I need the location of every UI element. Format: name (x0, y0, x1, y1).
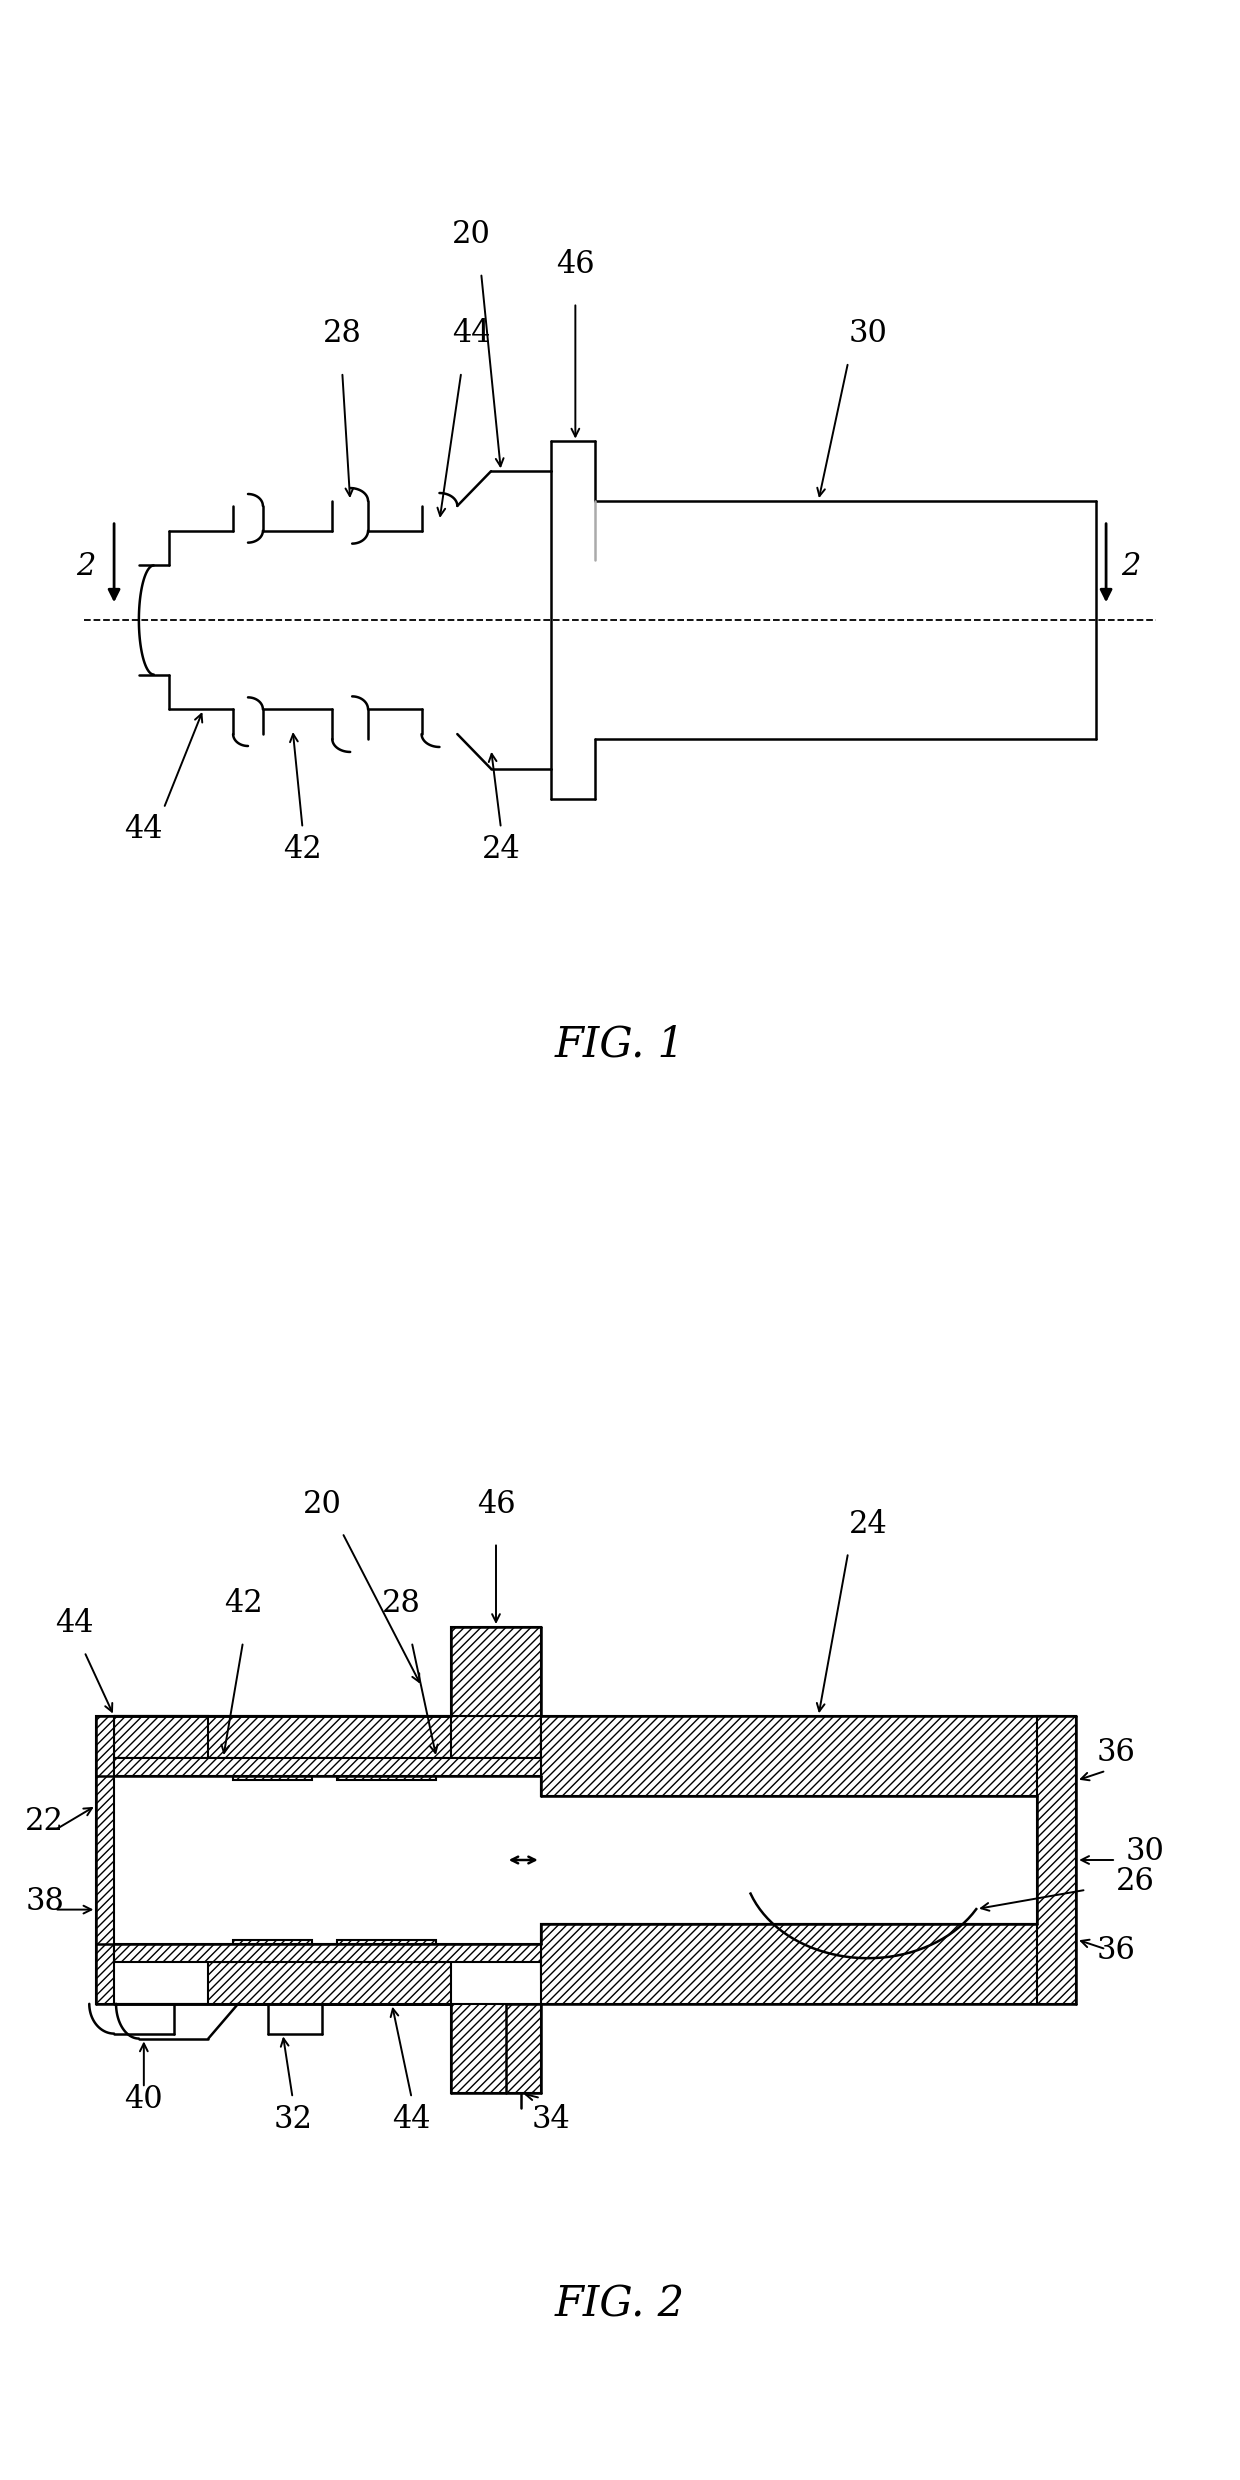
Bar (541, 1741, 1066, 1796)
Text: 30: 30 (848, 317, 888, 350)
Text: 22: 22 (25, 1805, 64, 1838)
Text: 36: 36 (1096, 1934, 1136, 1967)
Bar (451, 1627, 541, 1716)
Polygon shape (114, 1939, 451, 2004)
Text: 42: 42 (223, 1587, 263, 1619)
Text: 38: 38 (25, 1885, 64, 1917)
Text: 20: 20 (451, 218, 491, 250)
Text: 44: 44 (451, 317, 491, 350)
Text: 46: 46 (556, 248, 595, 280)
Text: 26: 26 (1116, 1865, 1154, 1897)
Text: 44: 44 (124, 813, 164, 846)
Bar (541, 1924, 1066, 1979)
Bar (114, 1944, 541, 1962)
Text: 32: 32 (273, 2103, 312, 2135)
Text: 44: 44 (392, 2103, 432, 2135)
Text: 44: 44 (55, 1607, 94, 1639)
Text: 42: 42 (283, 833, 322, 866)
Text: 20: 20 (303, 1488, 342, 1520)
Text: 28: 28 (322, 317, 362, 350)
Bar (1037, 1716, 1076, 2004)
Bar (97, 1716, 114, 2004)
Bar (541, 1924, 1056, 2004)
Text: 24: 24 (481, 833, 521, 866)
Text: FIG. 2: FIG. 2 (556, 2284, 684, 2326)
Text: 34: 34 (531, 2103, 570, 2135)
Text: FIG. 1: FIG. 1 (556, 1024, 684, 1066)
Bar (114, 1758, 541, 1776)
Polygon shape (114, 1716, 451, 1781)
Bar (541, 1716, 1056, 1796)
Text: 40: 40 (124, 2083, 164, 2115)
Bar (114, 1716, 541, 1758)
Text: 24: 24 (848, 1508, 888, 1540)
Text: 2: 2 (1121, 551, 1141, 583)
Text: 46: 46 (476, 1488, 516, 1520)
Bar (451, 2004, 541, 2093)
Text: 30: 30 (1126, 1835, 1164, 1867)
Text: 28: 28 (382, 1587, 422, 1619)
Text: 2: 2 (77, 551, 95, 583)
Text: 36: 36 (1096, 1736, 1136, 1768)
